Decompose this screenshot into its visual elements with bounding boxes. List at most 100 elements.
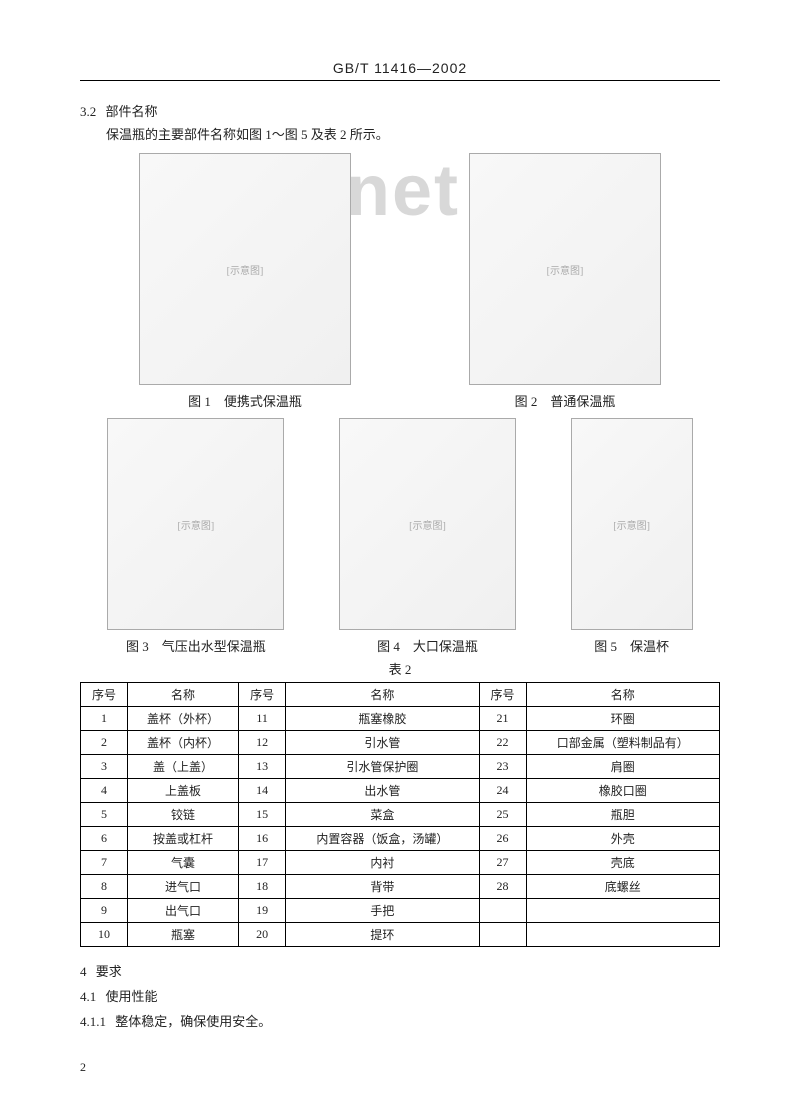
table-cell bbox=[526, 923, 719, 947]
table-row: 5铰链15菜盒25瓶胆 bbox=[81, 803, 720, 827]
table-cell: 22 bbox=[479, 731, 526, 755]
figure-5-caption: 图 5 保温杯 bbox=[571, 636, 693, 655]
figure-1-image: [示意图] bbox=[139, 153, 351, 385]
table-cell: 内衬 bbox=[286, 851, 479, 875]
figure-5-image: [示意图] bbox=[571, 418, 693, 630]
figure-2-image: [示意图] bbox=[469, 153, 661, 385]
col-header: 序号 bbox=[239, 683, 286, 707]
table-cell: 25 bbox=[479, 803, 526, 827]
section-title: 使用性能 bbox=[106, 989, 158, 1004]
table-cell bbox=[479, 899, 526, 923]
table-cell: 2 bbox=[81, 731, 128, 755]
standard-header: GB/T 11416—2002 bbox=[80, 60, 720, 81]
table-cell: 28 bbox=[479, 875, 526, 899]
table-cell: 4 bbox=[81, 779, 128, 803]
table-cell: 10 bbox=[81, 923, 128, 947]
table-cell: 铰链 bbox=[128, 803, 239, 827]
table-cell: 9 bbox=[81, 899, 128, 923]
figure-1-caption: 图 1 便携式保温瓶 bbox=[139, 391, 351, 410]
table-row: 2盖杯（内杯）12引水管22口部金属（塑料制品有） bbox=[81, 731, 720, 755]
section-number: 3.2 bbox=[80, 104, 96, 119]
section-4-1: 4.1 使用性能 bbox=[80, 986, 720, 1005]
table-row: 8进气口18背带28底螺丝 bbox=[81, 875, 720, 899]
col-header: 名称 bbox=[128, 683, 239, 707]
table-row: 1盖杯（外杯）11瓶塞橡胶21环圈 bbox=[81, 707, 720, 731]
table-cell: 瓶塞橡胶 bbox=[286, 707, 479, 731]
section-3-2-body: 保温瓶的主要部件名称如图 1～图 5 及表 2 所示。 bbox=[80, 124, 720, 143]
figure-3-image: [示意图] bbox=[107, 418, 284, 630]
table-cell: 菜盒 bbox=[286, 803, 479, 827]
table-header-row: 序号 名称 序号 名称 序号 名称 bbox=[81, 683, 720, 707]
section-4: 4 要求 bbox=[80, 961, 720, 980]
table-cell: 手把 bbox=[286, 899, 479, 923]
col-header: 序号 bbox=[479, 683, 526, 707]
table-cell: 引水管保护圈 bbox=[286, 755, 479, 779]
table-row: 4上盖板14出水管24橡胶口圈 bbox=[81, 779, 720, 803]
table-row: 3盖（上盖）13引水管保护圈23肩圈 bbox=[81, 755, 720, 779]
table-cell: 13 bbox=[239, 755, 286, 779]
figure-row-bottom: [示意图] 图 3 气压出水型保温瓶 [示意图] 图 4 大口保温瓶 [示意图]… bbox=[80, 418, 720, 655]
section-text: 整体稳定，确保使用安全。 bbox=[115, 1014, 271, 1029]
page-number: 2 bbox=[80, 1060, 720, 1075]
section-number: 4.1.1 bbox=[80, 1014, 106, 1029]
table-cell: 26 bbox=[479, 827, 526, 851]
table-cell: 24 bbox=[479, 779, 526, 803]
table-cell: 出水管 bbox=[286, 779, 479, 803]
table-cell: 14 bbox=[239, 779, 286, 803]
table-cell: 提环 bbox=[286, 923, 479, 947]
table-cell: 环圈 bbox=[526, 707, 719, 731]
table-cell: 进气口 bbox=[128, 875, 239, 899]
table-cell: 上盖板 bbox=[128, 779, 239, 803]
table-cell: 27 bbox=[479, 851, 526, 875]
table-cell: 气囊 bbox=[128, 851, 239, 875]
table-cell: 内置容器（饭盒，汤罐） bbox=[286, 827, 479, 851]
section-number: 4 bbox=[80, 964, 87, 979]
table-cell: 15 bbox=[239, 803, 286, 827]
col-header: 名称 bbox=[526, 683, 719, 707]
table-cell: 18 bbox=[239, 875, 286, 899]
figure-4-caption: 图 4 大口保温瓶 bbox=[339, 636, 516, 655]
table-row: 7气囊17内衬27壳底 bbox=[81, 851, 720, 875]
figure-2: [示意图] 图 2 普通保温瓶 bbox=[469, 153, 661, 410]
table-cell: 肩圈 bbox=[526, 755, 719, 779]
table-cell: 12 bbox=[239, 731, 286, 755]
section-4-1-1: 4.1.1 整体稳定，确保使用安全。 bbox=[80, 1011, 720, 1030]
table-2-body: 1盖杯（外杯）11瓶塞橡胶21环圈2盖杯（内杯）12引水管22口部金属（塑料制品… bbox=[81, 707, 720, 947]
figure-3: [示意图] 图 3 气压出水型保温瓶 bbox=[107, 418, 284, 655]
table-cell: 8 bbox=[81, 875, 128, 899]
figure-5: [示意图] 图 5 保温杯 bbox=[571, 418, 693, 655]
table-cell: 17 bbox=[239, 851, 286, 875]
table-cell: 6 bbox=[81, 827, 128, 851]
table-2: 序号 名称 序号 名称 序号 名称 1盖杯（外杯）11瓶塞橡胶21环圈2盖杯（内… bbox=[80, 682, 720, 947]
table-cell: 20 bbox=[239, 923, 286, 947]
table-cell: 口部金属（塑料制品有） bbox=[526, 731, 719, 755]
table-cell: 3 bbox=[81, 755, 128, 779]
table-cell: 瓶塞 bbox=[128, 923, 239, 947]
table-row: 10瓶塞20提环 bbox=[81, 923, 720, 947]
col-header: 序号 bbox=[81, 683, 128, 707]
table-cell: 21 bbox=[479, 707, 526, 731]
table-cell: 5 bbox=[81, 803, 128, 827]
table-cell: 7 bbox=[81, 851, 128, 875]
table-row: 6按盖或杠杆16内置容器（饭盒，汤罐）26外壳 bbox=[81, 827, 720, 851]
section-3-2: 3.2 部件名称 bbox=[80, 101, 720, 120]
figure-3-caption: 图 3 气压出水型保温瓶 bbox=[107, 636, 284, 655]
section-title: 部件名称 bbox=[106, 104, 158, 119]
table-cell: 16 bbox=[239, 827, 286, 851]
table-cell: 壳底 bbox=[526, 851, 719, 875]
table-cell: 引水管 bbox=[286, 731, 479, 755]
table-2-caption: 表 2 bbox=[80, 659, 720, 678]
table-cell: 盖（上盖） bbox=[128, 755, 239, 779]
figure-4: [示意图] 图 4 大口保温瓶 bbox=[339, 418, 516, 655]
figure-1: [示意图] 图 1 便携式保温瓶 bbox=[139, 153, 351, 410]
table-cell: 盖杯（内杯） bbox=[128, 731, 239, 755]
table-cell: 出气口 bbox=[128, 899, 239, 923]
figure-row-top: [示意图] 图 1 便携式保温瓶 [示意图] 图 2 普通保温瓶 bbox=[80, 153, 720, 410]
table-cell: 盖杯（外杯） bbox=[128, 707, 239, 731]
table-cell: 瓶胆 bbox=[526, 803, 719, 827]
table-cell: 外壳 bbox=[526, 827, 719, 851]
table-cell: 按盖或杠杆 bbox=[128, 827, 239, 851]
figure-2-caption: 图 2 普通保温瓶 bbox=[469, 391, 661, 410]
table-cell bbox=[526, 899, 719, 923]
table-cell: 19 bbox=[239, 899, 286, 923]
